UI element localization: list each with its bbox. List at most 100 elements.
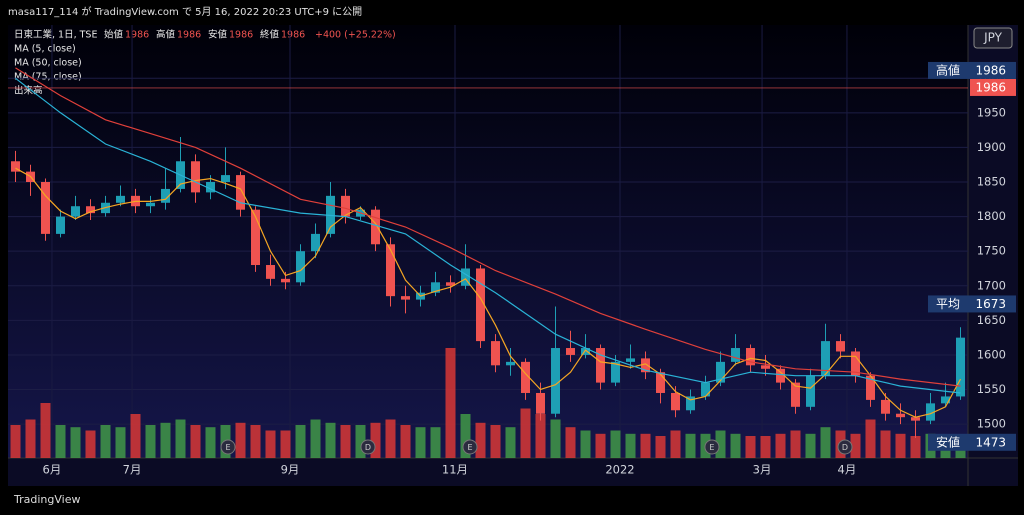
volume-bar (685, 433, 696, 458)
time-axis (8, 458, 1018, 486)
plot-area (8, 25, 968, 458)
candle-body (701, 382, 710, 397)
volume-bar (70, 427, 81, 458)
volume-bar (295, 425, 306, 458)
currency-box[interactable] (973, 27, 1013, 49)
price-tag-value: 1986 (975, 80, 1006, 94)
volume-bar (895, 433, 906, 458)
ma-line (15, 77, 961, 394)
candle-body (311, 233, 320, 252)
candle-body (686, 396, 695, 411)
volume-bar (805, 433, 816, 458)
volume-bar (505, 427, 516, 458)
volume-bar (715, 430, 726, 458)
candle-body (716, 361, 725, 383)
event-marker (837, 439, 853, 455)
ohlc-legend: 始値 1986 高値 1986 安値 1986 終値 1986 +400 (+25.22%) (104, 29, 396, 41)
ma-line (15, 167, 962, 418)
volume-bar (760, 436, 771, 458)
candle-body (521, 361, 530, 393)
volume-bar (730, 433, 741, 458)
candle-body (941, 396, 950, 404)
candle-body (746, 348, 755, 366)
price-tag-label: 平均 (936, 297, 960, 311)
ma-label: MA (5, close) (14, 44, 76, 55)
legend-key: 始値 (104, 29, 124, 41)
event-marker (462, 439, 478, 455)
candle-body (116, 195, 125, 203)
candle-body (191, 161, 200, 193)
volume-bar (745, 436, 756, 458)
volume-bar (910, 436, 921, 458)
legend-value: 1986 (281, 30, 305, 41)
candle-body (836, 341, 845, 352)
price-tag-value: 1673 (975, 297, 1006, 311)
legend-value: 1986 (125, 30, 149, 41)
candle-body (386, 244, 395, 297)
candle-body (671, 392, 680, 411)
ma-label: MA (50, close) (14, 58, 82, 69)
candle-body (641, 358, 650, 373)
y-tick-label: 1950 (977, 105, 1006, 119)
candle-body (881, 399, 890, 414)
y-tick-label: 1600 (977, 347, 1006, 361)
volume-bar (355, 425, 366, 458)
candle-body (776, 368, 785, 383)
candle-body (821, 341, 830, 376)
candle-body (281, 278, 290, 283)
volume-bar (280, 430, 291, 458)
price-tag (928, 433, 1016, 451)
volume-bar (475, 422, 486, 458)
y-tick-label: 1500 (977, 417, 1006, 431)
candle-body (866, 375, 875, 400)
legend-value: 1986 (177, 30, 201, 41)
candle-body (806, 375, 815, 407)
legend-change: +400 (+25.22%) (315, 30, 396, 41)
volume-bar (520, 408, 531, 458)
volume-bar (595, 433, 606, 458)
candle-body (731, 348, 740, 362)
x-tick-label: 9月 (281, 463, 300, 477)
candle-body (791, 382, 800, 407)
volume-bar (460, 414, 471, 458)
volume-bar (865, 419, 876, 458)
volume-bar (400, 425, 411, 458)
volume-bar (610, 430, 621, 458)
logo: TradingView (13, 493, 80, 506)
volume-bar (85, 430, 96, 458)
candle-body (296, 251, 305, 283)
volume-bar (325, 422, 336, 458)
ma-label: MA (75, close) (14, 72, 82, 83)
volume-bar (490, 425, 501, 458)
y-tick-label: 1550 (977, 382, 1006, 396)
volume-bar (385, 419, 396, 458)
event-label: E (467, 443, 472, 452)
volume-bar (370, 422, 381, 458)
y-tick-label: 1900 (977, 140, 1006, 154)
volume-bar (175, 419, 186, 458)
candle-body (146, 202, 155, 207)
x-tick-label: 11月 (442, 463, 468, 477)
price-tag-value: 1986 (975, 63, 1006, 77)
volume-bar (265, 430, 276, 458)
y-tick-label: 1800 (977, 209, 1006, 223)
candle-body (926, 403, 935, 421)
volume-bar (25, 419, 36, 458)
candle-body (956, 337, 965, 397)
volume-bar (115, 427, 126, 458)
candle-body (11, 161, 20, 172)
ma-line (15, 67, 961, 387)
volume-bar (415, 427, 426, 458)
candle-body (86, 206, 95, 214)
volume-bar (850, 433, 861, 458)
volume-bar (880, 430, 891, 458)
event-marker (704, 439, 720, 455)
legend-key: 安値 (208, 29, 228, 41)
event-marker (220, 439, 236, 455)
candle-body (401, 296, 410, 300)
volume-bar (55, 425, 66, 458)
volume-bar (100, 425, 111, 458)
volume-bar (10, 425, 21, 458)
price-tag (928, 61, 1016, 79)
price-tag (928, 295, 1016, 313)
